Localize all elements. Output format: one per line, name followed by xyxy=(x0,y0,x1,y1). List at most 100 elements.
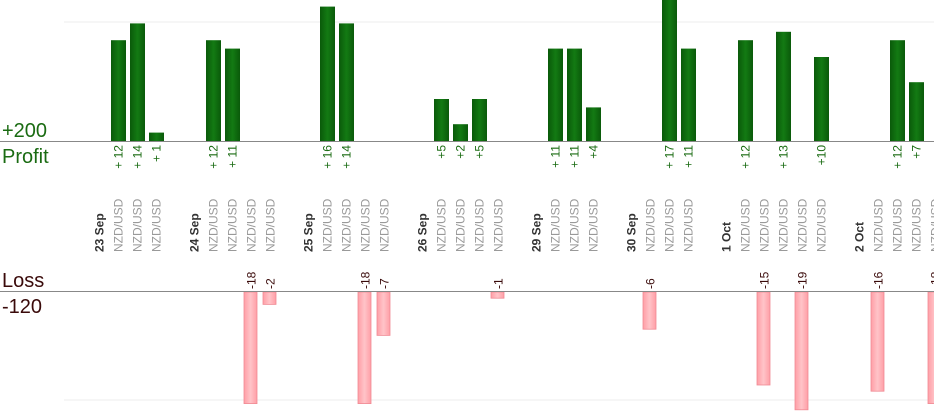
day-label: 26 Sep xyxy=(416,213,430,252)
profit-bar xyxy=(890,40,905,142)
loss-axis-title: Loss xyxy=(2,270,44,292)
profit-value-label: + 11 xyxy=(568,145,582,168)
day-label: 25 Sep xyxy=(302,213,316,252)
day-label: 24 Sep xyxy=(188,213,202,252)
profit-value-labels: + 12 + 14 + 1 + 12 + 11 + 16 + 14 +5 +2 +5 + 11 + 1… xyxy=(112,145,924,169)
trade-symbol-label: NZD/USD xyxy=(549,198,563,252)
loss-value-label: -1 xyxy=(492,278,506,289)
trade-symbol-label: NZD/USD xyxy=(378,198,392,252)
trade-symbol-label: NZD/USD xyxy=(150,198,164,252)
profit-value-label: +4 xyxy=(587,145,601,159)
trade-symbol-label: NZD/USD xyxy=(245,198,259,252)
loss-bar xyxy=(794,291,809,411)
loss-bar xyxy=(642,291,657,330)
trade-symbol-label: NZD/USD xyxy=(815,198,829,252)
trade-symbol-label: NZD/USD xyxy=(340,198,354,252)
profit-value-label: + 11 xyxy=(226,145,240,168)
profit-bar xyxy=(567,48,582,141)
loss-value-label: -19 xyxy=(796,271,810,289)
profit-value-label: + 17 xyxy=(663,145,677,169)
trade-symbol-label: NZD/USD xyxy=(473,198,487,252)
trade-symbol-label: NZD/USD xyxy=(910,198,924,252)
profit-value-label: +10 xyxy=(815,145,829,166)
profit-value-label: + 12 xyxy=(891,145,905,169)
profit-value-label: + 1 xyxy=(150,145,164,162)
trade-symbol-label: NZD/USD xyxy=(226,198,240,252)
profit-bar xyxy=(738,40,753,142)
loss-value-labels: -18 -2 -18 -7 -1 -6 -15 -19 -16 -18 xyxy=(245,271,934,289)
loss-bar xyxy=(262,291,277,305)
profit-bar xyxy=(586,107,601,141)
trade-symbol-label: NZD/USD xyxy=(663,198,677,252)
profit-bar xyxy=(149,132,164,141)
loss-value-label: -7 xyxy=(378,278,392,289)
profit-bar xyxy=(472,99,487,141)
trade-symbol-label: NZD/USD xyxy=(112,198,126,252)
profit-value-label: +5 xyxy=(473,145,487,159)
day-label: 29 Sep xyxy=(530,213,544,252)
trade-symbol-label: NZD/USD xyxy=(568,198,582,252)
loss-bar xyxy=(490,291,505,299)
profit-value-label: + 12 xyxy=(112,145,126,169)
profit-value-label: + 16 xyxy=(321,145,335,169)
loss-value-label: -16 xyxy=(872,271,886,289)
trade-symbol-label: NZD/USD xyxy=(929,198,934,252)
profit-value-label: + 12 xyxy=(207,145,221,169)
profit-value-label: + 14 xyxy=(131,145,145,169)
profit-value-label: +5 xyxy=(435,145,449,159)
profit-bar xyxy=(662,0,677,142)
profit-value-label: + 12 xyxy=(739,145,753,169)
trade-symbol-label: NZD/USD xyxy=(682,198,696,252)
profit-value-label: + 13 xyxy=(777,145,791,169)
profit-bar xyxy=(909,82,924,141)
trade-symbol-label: NZD/USD xyxy=(454,198,468,252)
loss-value-label: -18 xyxy=(245,271,259,289)
trade-symbol-label: NZD/USD xyxy=(739,198,753,252)
trade-symbol-label: NZD/USD xyxy=(359,198,373,252)
day-label: 30 Sep xyxy=(625,213,639,252)
x-axis-labels: 23 Sep NZD/USD NZD/USD NZD/USD 24 Sep NZD/USD… xyxy=(93,198,934,252)
profit-value-label: + 11 xyxy=(682,145,696,168)
loss-bar xyxy=(376,291,391,336)
loss-scale-label: -120 xyxy=(2,296,42,318)
profit-bar xyxy=(130,23,145,141)
trade-symbol-label: NZD/USD xyxy=(321,198,335,252)
loss-value-label: -18 xyxy=(929,271,934,289)
trade-symbol-label: NZD/USD xyxy=(435,198,449,252)
loss-value-label: -15 xyxy=(758,271,772,289)
profit-axis-title: Profit xyxy=(2,146,49,168)
loss-bar xyxy=(927,291,934,404)
trade-symbol-label: NZD/USD xyxy=(492,198,506,252)
loss-bar xyxy=(243,291,258,404)
trade-symbol-label: NZD/USD xyxy=(891,198,905,252)
loss-bar xyxy=(870,291,885,392)
trade-symbol-label: NZD/USD xyxy=(264,198,278,252)
profit-value-label: +7 xyxy=(910,145,924,159)
profit-bar xyxy=(206,40,221,142)
trade-symbol-label: NZD/USD xyxy=(207,198,221,252)
profit-bar xyxy=(453,124,468,141)
profit-value-label: + 11 xyxy=(549,145,563,168)
loss-bars xyxy=(243,291,934,411)
profit-bar xyxy=(548,48,563,141)
loss-bar xyxy=(756,291,771,386)
profit-bar xyxy=(814,57,829,141)
trade-symbol-label: NZD/USD xyxy=(777,198,791,252)
day-label: 23 Sep xyxy=(93,213,107,252)
gridlines xyxy=(64,21,934,401)
profit-bar xyxy=(434,99,449,141)
trade-symbol-label: NZD/USD xyxy=(131,198,145,252)
loss-value-label: -18 xyxy=(359,271,373,289)
profit-value-label: +2 xyxy=(454,145,468,159)
loss-value-label: -2 xyxy=(264,278,278,289)
profit-bar xyxy=(225,48,240,141)
trade-symbol-label: NZD/USD xyxy=(644,198,658,252)
day-label: 1 Oct xyxy=(720,222,734,252)
profit-bar xyxy=(681,48,696,141)
trade-symbol-label: NZD/USD xyxy=(758,198,772,252)
profit-scale-label: +200 xyxy=(2,120,47,142)
profit-bar xyxy=(320,6,335,141)
profit-value-label: + 14 xyxy=(340,145,354,169)
loss-bar xyxy=(357,291,372,404)
trade-symbol-label: NZD/USD xyxy=(796,198,810,252)
